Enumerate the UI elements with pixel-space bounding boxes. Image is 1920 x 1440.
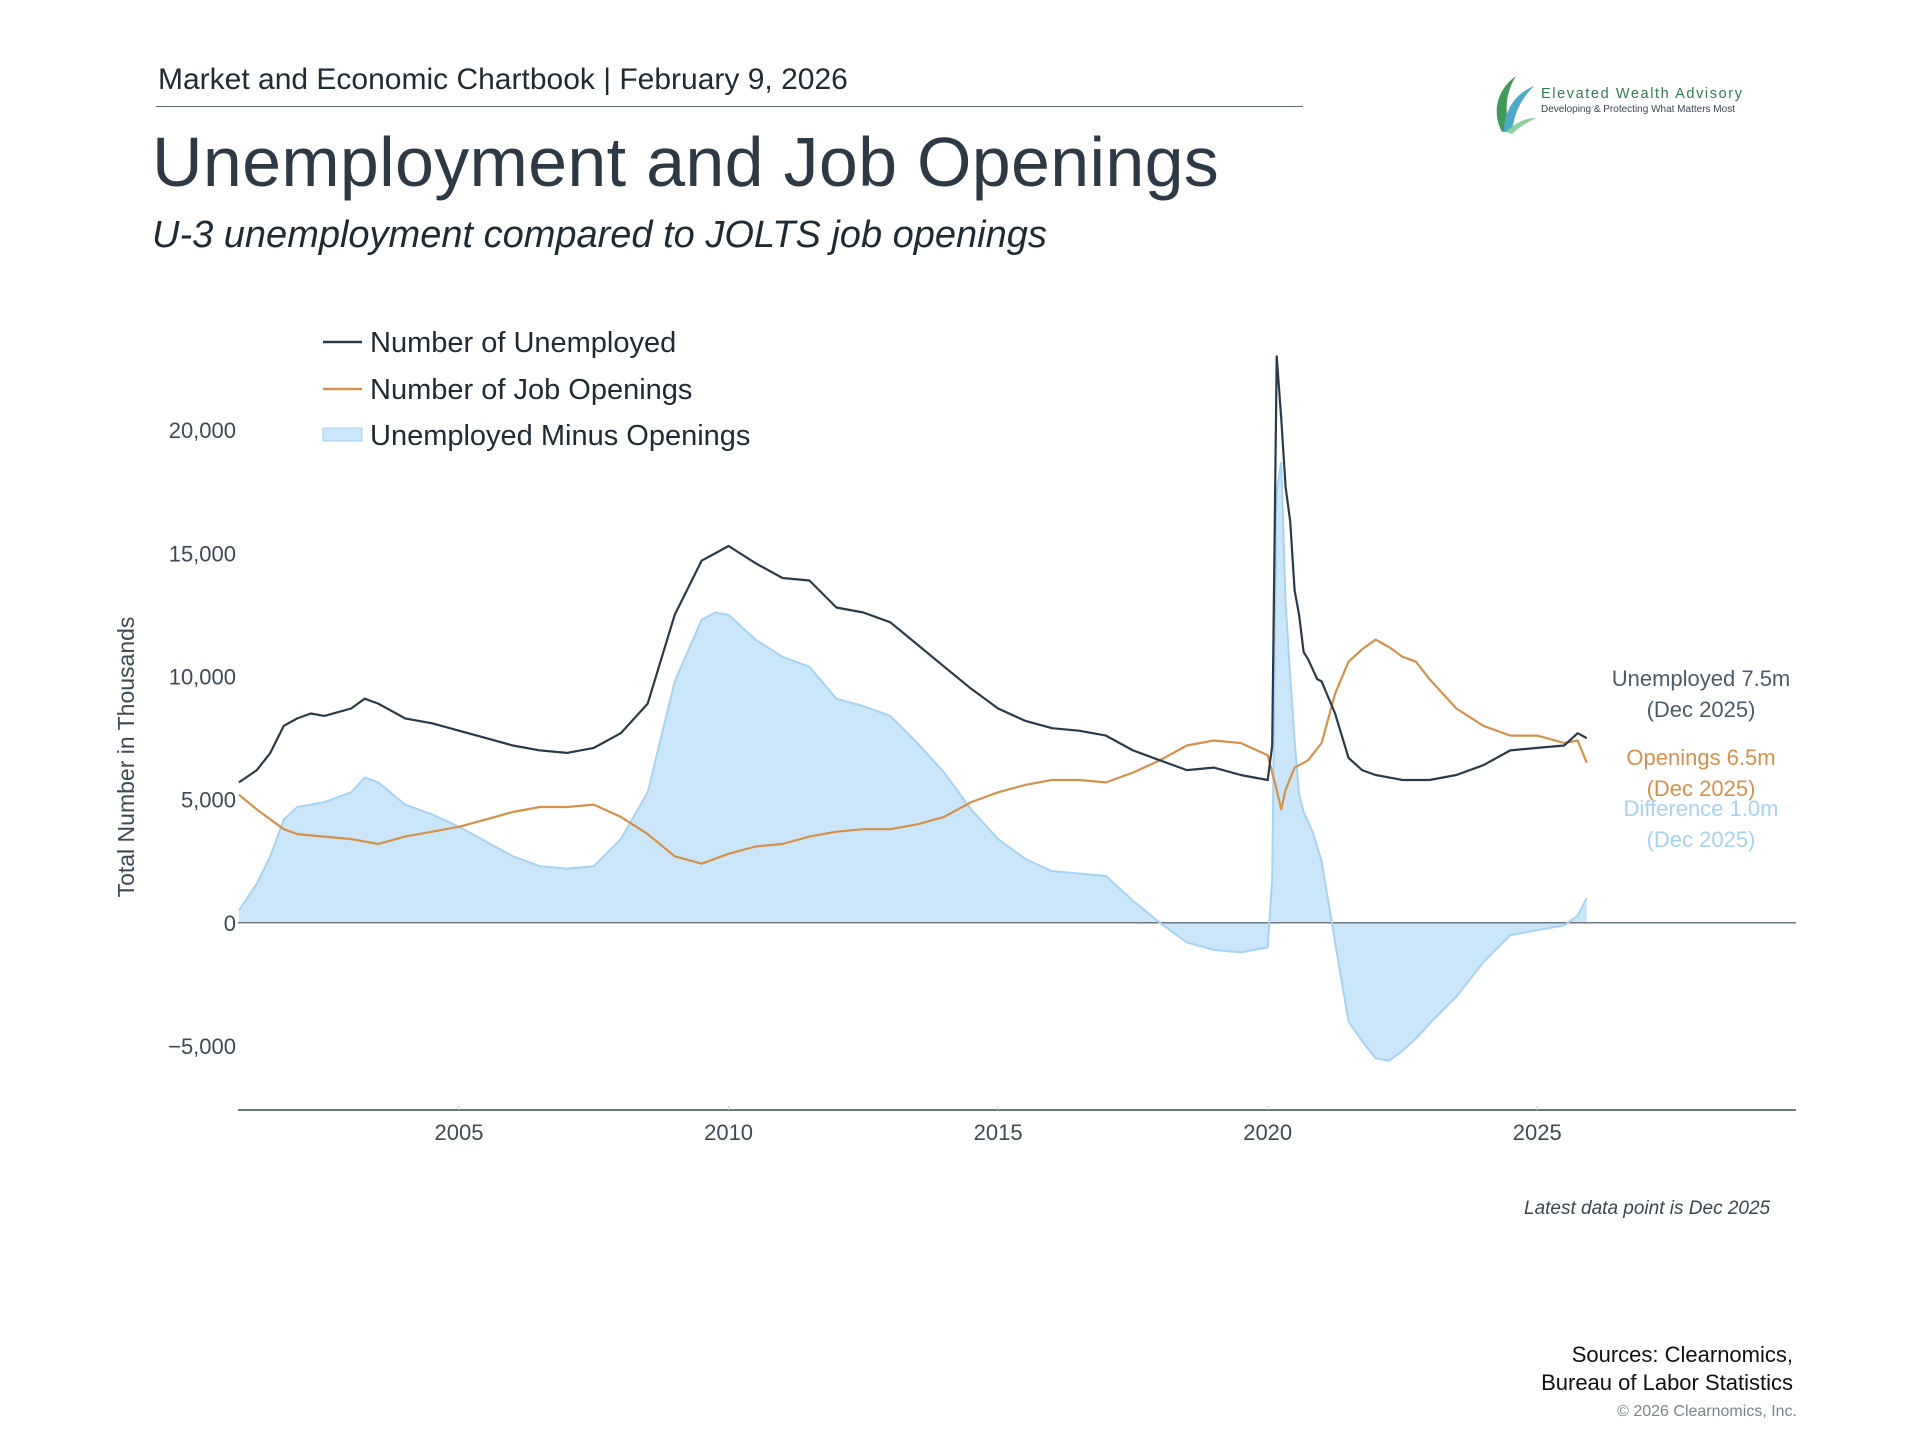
x-tick-label: 2015 [974, 1120, 1023, 1145]
y-tick-label: 20,000 [169, 418, 236, 443]
leaf-logo-icon [1496, 76, 1536, 134]
unemployed-line [238, 355, 1588, 784]
header-divider [156, 106, 1303, 107]
company-logo: Elevated Wealth Advisory Developing & Pr… [1490, 74, 1790, 134]
x-tick-label: 2025 [1513, 1120, 1562, 1145]
difference-area [238, 462, 1587, 1061]
latest-data-note: Latest data point is Dec 2025 [1524, 1198, 1771, 1219]
end-annotations: Unemployed 7.5m (Dec 2025) Openings 6.5m (D… [1612, 666, 1791, 852]
x-tick-label: 2010 [704, 1120, 753, 1145]
legend-label-openings: Number of Job Openings [370, 374, 692, 406]
x-tick-label: 2020 [1243, 1120, 1292, 1145]
annotation-difference-value: Difference 1.0m [1624, 796, 1779, 821]
legend-label-unemployed: Number of Unemployed [370, 327, 676, 359]
y-tick-label: 0 [224, 911, 236, 936]
page-subtitle: U-3 unemployment compared to JOLTS job o… [152, 214, 1047, 256]
page-title: Unemployment and Job Openings [152, 123, 1220, 201]
y-tick-label: 10,000 [169, 665, 236, 690]
series-lines-layer [238, 355, 1588, 1062]
sources-note: Sources: Clearnomics, Bureau of Labor St… [1541, 1341, 1793, 1397]
annotation-openings-value: Openings 6.5m [1626, 745, 1775, 770]
legend-label-difference: Unemployed Minus Openings [370, 420, 750, 452]
difference-line [238, 462, 1588, 1062]
copyright: © 2026 Clearnomics, Inc. [1617, 1403, 1797, 1420]
annotation-difference-date: (Dec 2025) [1647, 827, 1756, 852]
legend: Number of Unemployed Number of Job Openin… [322, 327, 750, 452]
y-tick-label: 5,000 [181, 788, 236, 813]
legend-swatch-difference [322, 427, 363, 442]
y-axis-label: Total Number in Thousands [113, 617, 139, 898]
logo-tagline: Developing & Protecting What Matters Mos… [1541, 104, 1735, 115]
axes-layer: 20,000 15,000 10,000 5,000 0 −5,000 Total Numb… [113, 418, 1796, 1145]
difference-area-layer [238, 462, 1587, 1061]
y-tick-label: −5,000 [168, 1034, 236, 1059]
chartbook-header: Market and Economic Chartbook | February… [158, 63, 848, 96]
x-tick-label: 2005 [435, 1120, 484, 1145]
annotation-unemployed-date: (Dec 2025) [1647, 697, 1756, 722]
annotation-unemployed-value: Unemployed 7.5m [1612, 666, 1791, 691]
sources-line-2: Bureau of Labor Statistics [1541, 1370, 1793, 1395]
sources-line-1: Sources: Clearnomics, [1571, 1342, 1793, 1367]
openings-line [238, 638, 1588, 865]
annotation-openings-date: (Dec 2025) [1647, 776, 1756, 801]
logo-name: Elevated Wealth Advisory [1541, 86, 1744, 102]
y-tick-label: 15,000 [169, 541, 236, 566]
